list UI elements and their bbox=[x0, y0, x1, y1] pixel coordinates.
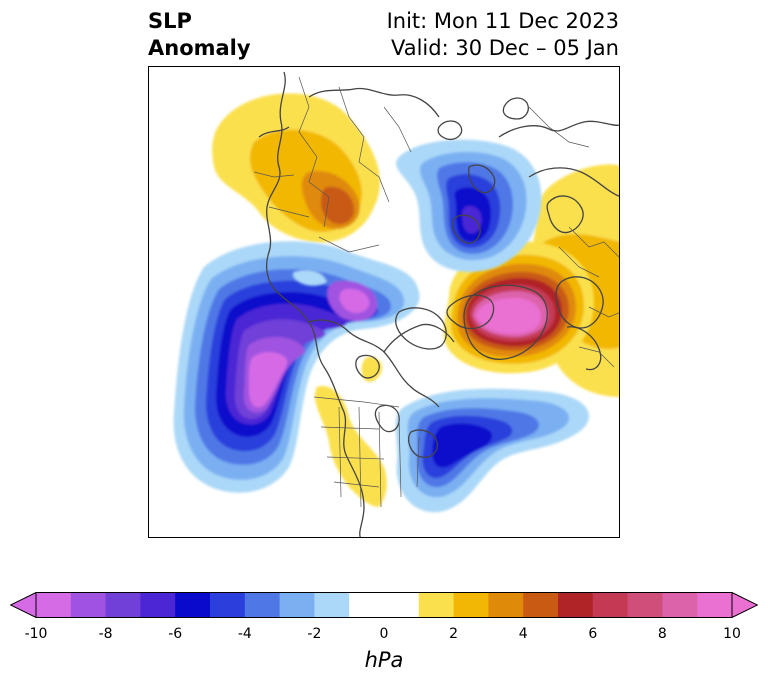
colorbar-extend-max bbox=[731, 592, 758, 618]
colorbar-cell bbox=[70, 592, 107, 618]
colorbar-cell bbox=[105, 592, 141, 618]
colorbar-unit-label: hPa bbox=[364, 648, 404, 672]
colorbar-cell bbox=[349, 592, 385, 618]
colorbar-tick-label: 6 bbox=[588, 626, 598, 642]
slp-anomaly-map bbox=[173, 71, 619, 537]
colorbar-cell bbox=[418, 592, 455, 618]
greenland-high bbox=[443, 241, 594, 374]
chart-title: SLP Anomaly bbox=[148, 8, 251, 62]
colorbar-outline bbox=[35, 592, 733, 618]
siberia-high bbox=[212, 93, 380, 243]
colorbar-tick-label: 8 bbox=[657, 626, 667, 642]
colorbar-cell bbox=[558, 592, 594, 618]
colorbar-tick-label: -4 bbox=[237, 626, 252, 642]
colorbar-cell bbox=[36, 592, 72, 618]
colorbar-tick-label: -6 bbox=[168, 626, 183, 642]
colorbar bbox=[10, 592, 758, 618]
run-info: Init: Mon 11 Dec 2023 Valid: 30 Dec – 05… bbox=[387, 8, 619, 62]
colorbar-tick-label: 0 bbox=[379, 626, 389, 642]
colorbar-tick-label: 4 bbox=[518, 626, 528, 642]
colorbar-extend-min bbox=[10, 592, 37, 618]
colorbar-cell bbox=[627, 592, 663, 618]
barents-kara-low bbox=[396, 139, 542, 272]
colorbar-tick-label: -2 bbox=[307, 626, 322, 642]
colorbar-tick-label: 2 bbox=[449, 626, 459, 642]
central-us-ridge bbox=[314, 356, 387, 507]
init-date: Init: Mon 11 Dec 2023 bbox=[386, 9, 619, 33]
colorbar-cell bbox=[662, 592, 698, 618]
colorbar-cell bbox=[453, 592, 489, 618]
colorbar-cell bbox=[314, 592, 350, 618]
colorbar-cell bbox=[244, 592, 281, 618]
map-panel bbox=[148, 66, 620, 538]
colorbar-cell bbox=[140, 592, 176, 618]
borders bbox=[253, 76, 619, 508]
gulf-of-alaska-low bbox=[173, 241, 420, 493]
colorbar-tick-label: -10 bbox=[24, 626, 48, 642]
colorbar-cell bbox=[488, 592, 524, 618]
colorbar-cell bbox=[279, 592, 315, 618]
colorbar-cell bbox=[523, 592, 559, 618]
colorbar-cell bbox=[384, 592, 420, 618]
title-line-2: Anomaly bbox=[148, 36, 251, 60]
colorbar-tick-label: 10 bbox=[723, 626, 741, 642]
northeast-canada-low bbox=[395, 388, 589, 513]
colorbar-cell bbox=[210, 592, 246, 618]
colorbar-cell bbox=[592, 592, 629, 618]
colorbar-cell bbox=[697, 592, 733, 618]
nw-atlantic-low-extension bbox=[292, 270, 327, 286]
colorbar-tick-label: -8 bbox=[98, 626, 113, 642]
colorbar-cell bbox=[175, 592, 211, 618]
title-line-1: SLP bbox=[148, 9, 192, 33]
coastlines bbox=[258, 71, 619, 537]
valid-range: Valid: 30 Dec – 05 Jan bbox=[390, 36, 619, 60]
alaska-ridge-strip bbox=[218, 118, 274, 146]
